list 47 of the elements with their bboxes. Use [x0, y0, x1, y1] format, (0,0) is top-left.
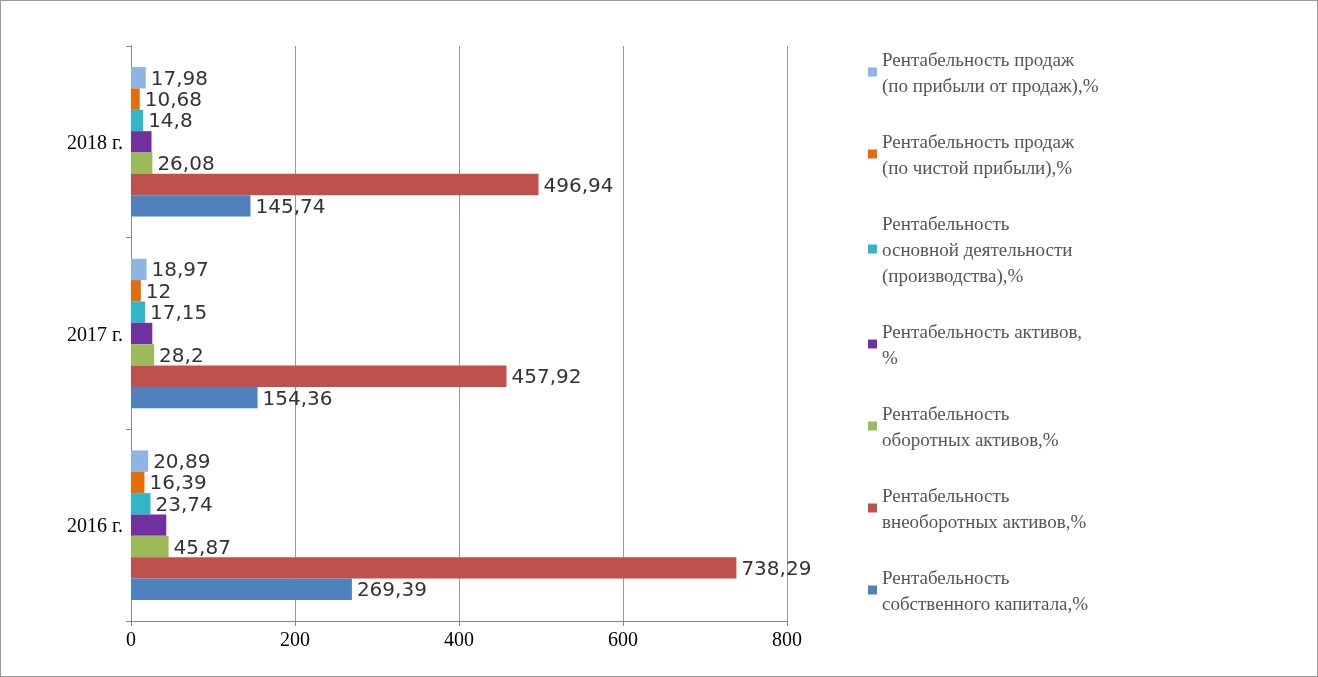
bar	[131, 450, 149, 472]
legend-label: Рентабельность внеоборотных активов,%	[882, 484, 1087, 532]
data-label: 45,87	[173, 534, 231, 559]
x-tick-label: 800	[772, 628, 802, 650]
data-label: 457,92	[511, 364, 582, 389]
data-label: 17,15	[150, 300, 208, 325]
bar	[131, 109, 144, 132]
bar	[131, 471, 145, 494]
bar	[131, 344, 155, 366]
legend-label: Рентабельность собственного капитала,%	[882, 566, 1089, 614]
bar	[131, 386, 258, 409]
x-tick-label: 200	[280, 628, 310, 650]
data-label: 738,29	[741, 555, 812, 580]
data-label: 28,2	[159, 342, 204, 367]
x-tick-label: 0	[126, 628, 136, 650]
data-label: 269,39	[356, 577, 427, 602]
x-tick-label: 400	[444, 628, 474, 650]
bar	[131, 493, 151, 515]
data-label: 154,36	[262, 385, 333, 410]
bar	[131, 578, 352, 600]
legend-label: Рентабельность активов,%	[882, 320, 1083, 368]
bar	[131, 173, 539, 196]
data-label: 17,98	[150, 65, 209, 90]
bar	[131, 195, 251, 217]
bar	[131, 152, 153, 174]
bar	[131, 514, 167, 536]
legend-label: Рентабельность основной деятельности (производства),%	[882, 212, 1078, 287]
x-tick-label: 600	[608, 628, 638, 650]
y-tick-label: 2016 г.	[67, 514, 123, 537]
bar	[131, 365, 507, 387]
bar	[131, 88, 140, 110]
y-tick-label: 2018 г.	[67, 130, 123, 153]
bar	[131, 301, 146, 323]
bar	[131, 131, 152, 153]
bar	[131, 535, 169, 558]
legend-label: Рентабельность продаж (по прибыли от продаж),%	[882, 48, 1099, 97]
bar	[131, 67, 146, 89]
y-tick-label: 2017 г.	[67, 322, 123, 345]
data-label: 145,74	[255, 193, 326, 218]
bar	[131, 258, 147, 281]
bar	[131, 280, 141, 302]
legend-label: Рентабельность продаж (по чистой прибыли),%	[882, 130, 1079, 179]
legend-label: Рентабельность оборотных активов,%	[882, 402, 1059, 450]
bar	[131, 322, 153, 345]
data-label: 26,08	[157, 151, 215, 176]
data-label: 496,94	[543, 172, 614, 197]
bar	[131, 557, 737, 579]
